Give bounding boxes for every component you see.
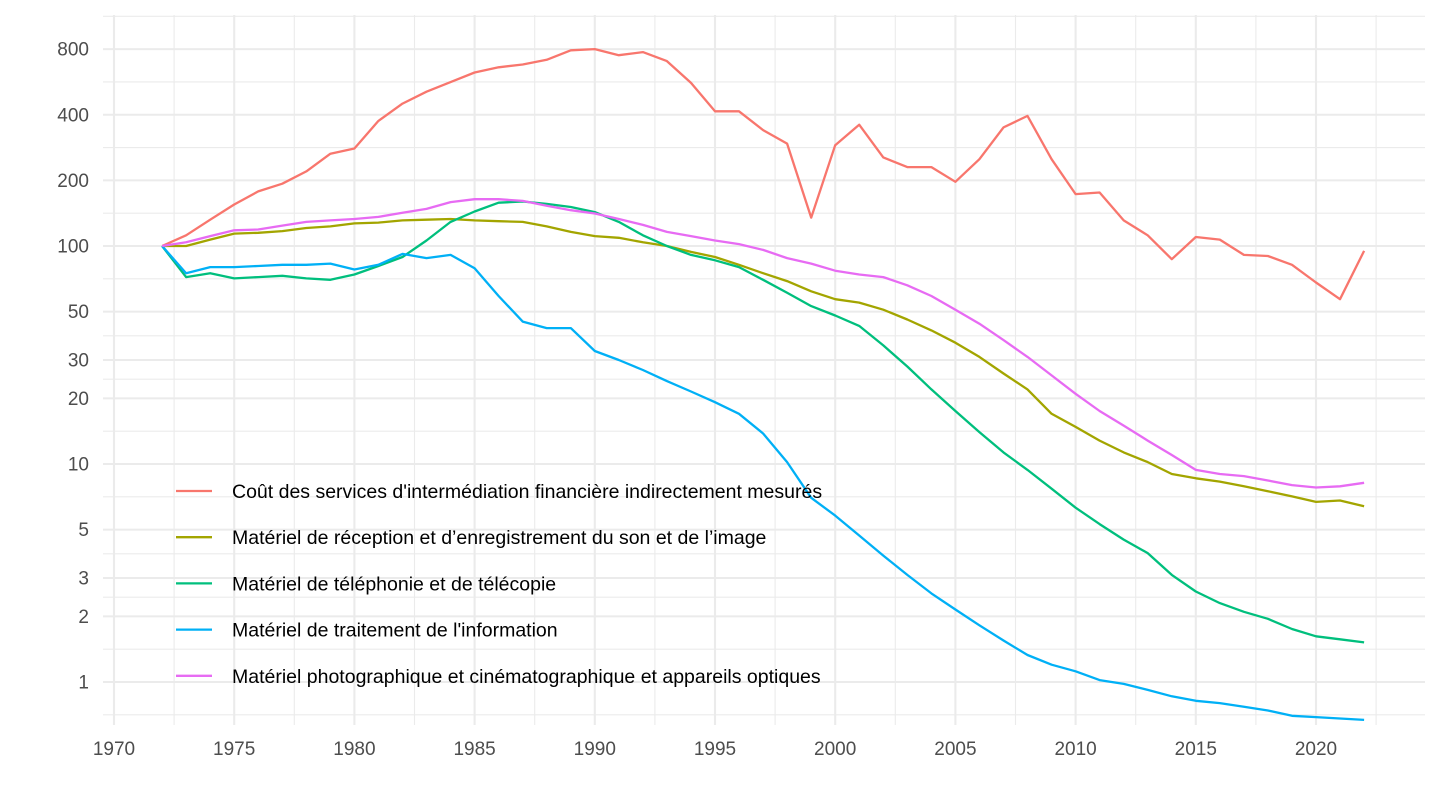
series-line-3: [161, 245, 1365, 722]
x-tick-label: 1980: [333, 739, 375, 760]
series-line-4: [161, 198, 1365, 489]
x-tick-label: 2005: [934, 739, 976, 760]
y-tick-label: 30: [68, 350, 89, 371]
minor-gridlines-x: [173, 15, 1377, 725]
legend-item: Matériel de réception et d’enregistremen…: [176, 527, 766, 549]
y-tick-label: 5: [78, 520, 89, 541]
legend-label: Matériel photographique et cinématograph…: [232, 666, 821, 688]
y-tick-label: 2: [78, 607, 89, 628]
x-tick-label: 2000: [814, 739, 856, 760]
x-tick-label: 2010: [1054, 739, 1096, 760]
y-tick-label: 1: [78, 673, 89, 694]
x-tick-label: 1995: [694, 739, 736, 760]
series-line-1: [162, 217, 1365, 508]
x-axis: 1970 1975 1980 1985 1990 1995 2000 2005 2010 2015…: [93, 739, 1337, 760]
series-lines: [161, 47, 1366, 722]
legend-label: Matériel de traitement de l'information: [232, 620, 558, 642]
y-axis: 1 2 3 5 10 20 30 50 100 200 400 800: [57, 40, 89, 694]
legend: Coût des services d'intermédiation finan…: [176, 481, 822, 688]
x-tick-label: 2020: [1295, 739, 1337, 760]
y-tick-label: 200: [57, 171, 89, 192]
y-tick-label: 20: [68, 389, 89, 410]
series-line-0: [161, 47, 1366, 301]
y-tick-label: 800: [57, 40, 89, 61]
x-tick-label: 2015: [1175, 739, 1217, 760]
major-gridlines-x: [112, 15, 1318, 725]
y-tick-label: 3: [78, 568, 89, 589]
legend-label: Coût des services d'intermédiation finan…: [232, 481, 822, 503]
x-tick-label: 1990: [574, 739, 616, 760]
x-tick-label: 1985: [453, 739, 495, 760]
legend-item: Coût des services d'intermédiation finan…: [176, 481, 822, 503]
series-line-2: [161, 200, 1365, 644]
legend-item: Matériel de téléphonie et de télécopie: [176, 573, 556, 595]
x-tick-label: 1975: [213, 739, 255, 760]
y-tick-label: 50: [68, 302, 89, 323]
y-tick-label: 100: [57, 237, 89, 258]
legend-label: Matériel de téléphonie et de télécopie: [232, 573, 556, 595]
y-tick-label: 10: [68, 455, 89, 476]
legend-item: Matériel de traitement de l'information: [176, 620, 558, 642]
legend-item: Matériel photographique et cinématograph…: [176, 666, 821, 688]
legend-label: Matériel de réception et d’enregistremen…: [232, 527, 766, 549]
major-gridlines-y: [103, 48, 1425, 684]
x-tick-label: 1970: [93, 739, 135, 760]
y-tick-label: 400: [57, 105, 89, 126]
